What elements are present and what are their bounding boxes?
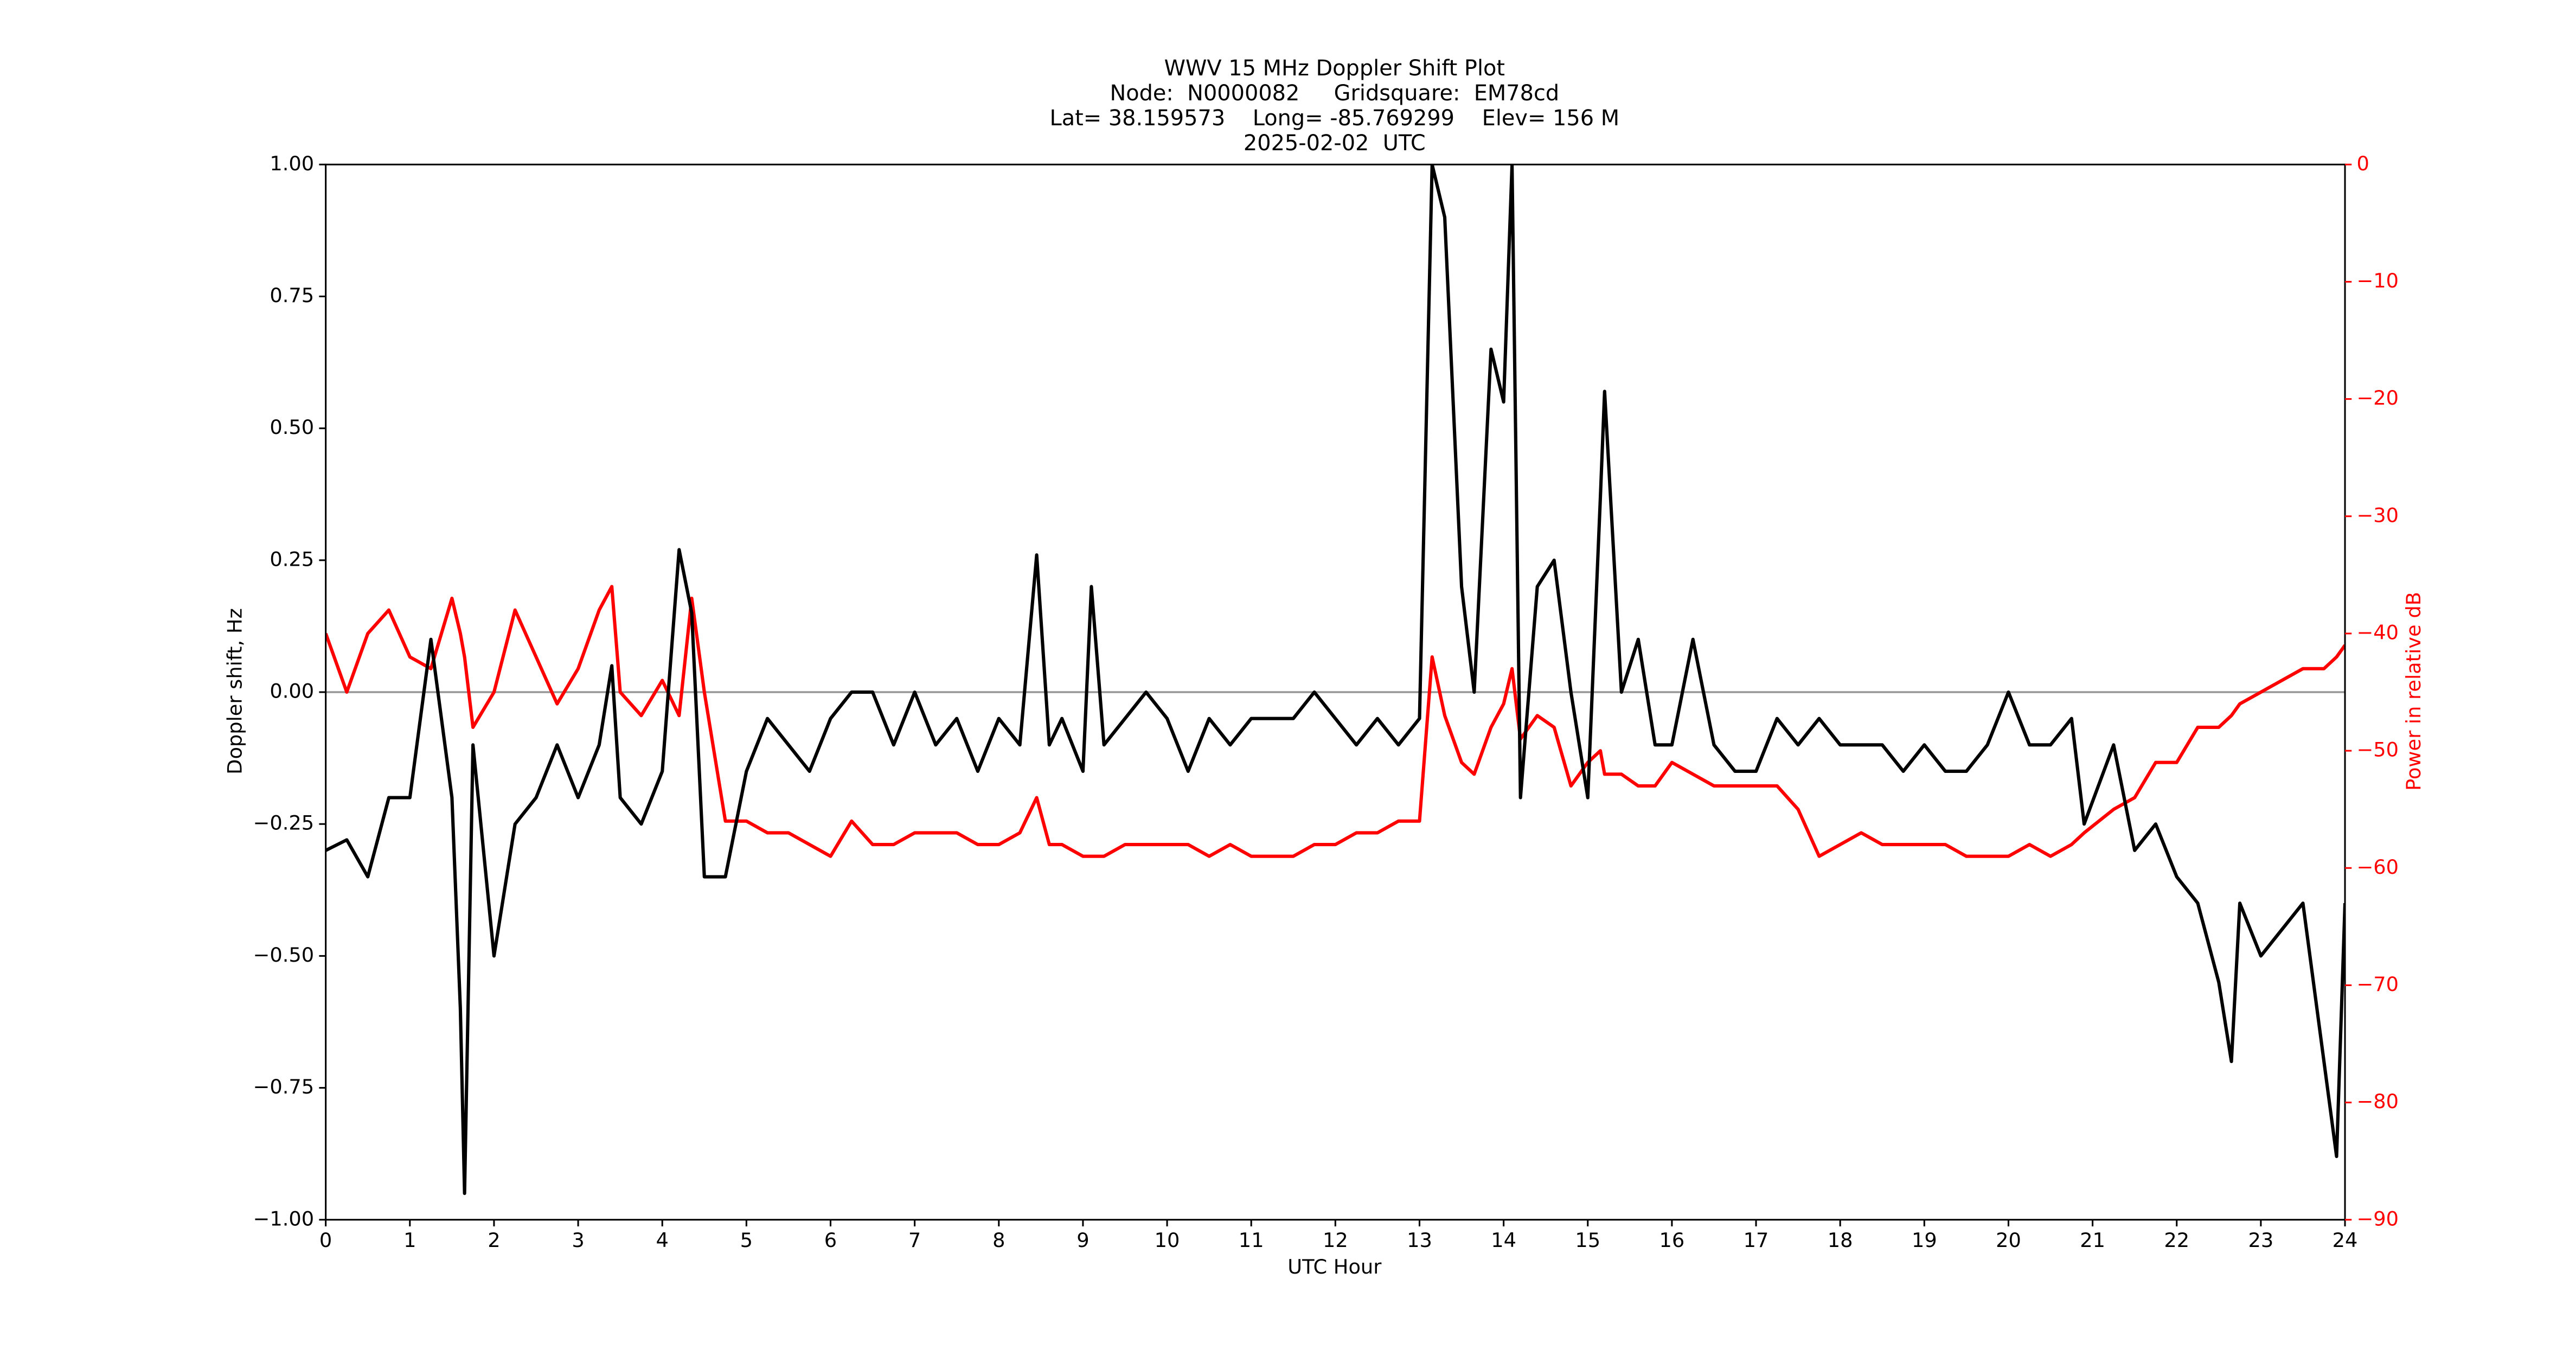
- x-tick-label: 4: [656, 1229, 669, 1252]
- x-tick-label: 17: [1744, 1229, 1769, 1252]
- x-tick-label: 12: [1323, 1229, 1348, 1252]
- y2-tick-label: −30: [2356, 503, 2399, 527]
- x-tick-label: 15: [1575, 1229, 1600, 1252]
- x-tick-label: 1: [403, 1229, 416, 1252]
- x-tick-label: 7: [908, 1229, 921, 1252]
- chart-title: WWV 15 MHz Doppler Shift Plot: [1164, 56, 1505, 81]
- y2-tick-label: −10: [2356, 269, 2399, 292]
- x-tick-label: 23: [2248, 1229, 2274, 1252]
- y-tick-label: 0.75: [270, 284, 314, 307]
- y2-tick-label: −40: [2356, 621, 2399, 644]
- y2-tick-label: 0: [2356, 152, 2369, 175]
- y-axis-label: Doppler shift, Hz: [223, 608, 247, 775]
- y2-tick-label: −50: [2356, 738, 2399, 762]
- y-tick-label: 0.50: [270, 415, 314, 439]
- x-tick-label: 10: [1155, 1229, 1180, 1252]
- y-tick-label: −0.50: [253, 943, 315, 967]
- chart-subtitle: Lat= 38.159573 Long= -85.769299 Elev= 15…: [1050, 106, 1620, 131]
- data-line: [325, 164, 2346, 1195]
- x-tick-label: 8: [992, 1229, 1005, 1252]
- x-tick-label: 5: [740, 1229, 753, 1252]
- x-tick-label: 16: [1659, 1229, 1685, 1252]
- y-tick-label: 1.00: [270, 152, 314, 175]
- x-tick-label: 11: [1239, 1229, 1264, 1252]
- x-tick-label: 9: [1076, 1229, 1089, 1252]
- y2-tick-label: −80: [2356, 1090, 2399, 1113]
- x-tick-label: 20: [1996, 1229, 2021, 1252]
- y-tick-label: 0.25: [270, 547, 314, 571]
- x-tick-label: 0: [319, 1229, 332, 1252]
- y-tick-label: −1.00: [253, 1207, 315, 1230]
- y-tick-label: −0.75: [253, 1075, 315, 1098]
- x-tick-label: 2: [488, 1229, 500, 1252]
- x-tick-label: 21: [2080, 1229, 2105, 1252]
- y-tick-label: 0.00: [270, 680, 314, 703]
- x-tick-label: 14: [1491, 1229, 1516, 1252]
- y2-tick-label: −70: [2356, 973, 2399, 996]
- y2-axis-label: Power in relative dB: [2402, 592, 2425, 791]
- x-tick-label: 13: [1407, 1229, 1432, 1252]
- x-tick-label: 19: [1912, 1229, 1937, 1252]
- x-tick-label: 22: [2164, 1229, 2189, 1252]
- y2-tick-label: −20: [2356, 386, 2399, 410]
- y2-tick-label: −60: [2356, 855, 2399, 879]
- x-tick-label: 3: [572, 1229, 584, 1252]
- y2-tick-label: −90: [2356, 1207, 2399, 1230]
- x-tick-label: 18: [1828, 1229, 1853, 1252]
- chart-subtitle: 2025-02-02 UTC: [1244, 131, 1426, 156]
- x-axis-label: UTC Hour: [1287, 1255, 1382, 1278]
- x-tick-label: 6: [824, 1229, 837, 1252]
- y-tick-label: −0.25: [253, 811, 315, 835]
- chart-subtitle: Node: N0000082 Gridsquare: EM78cd: [1110, 81, 1559, 106]
- x-tick-label: 24: [2333, 1229, 2358, 1252]
- data-line: [325, 585, 2346, 858]
